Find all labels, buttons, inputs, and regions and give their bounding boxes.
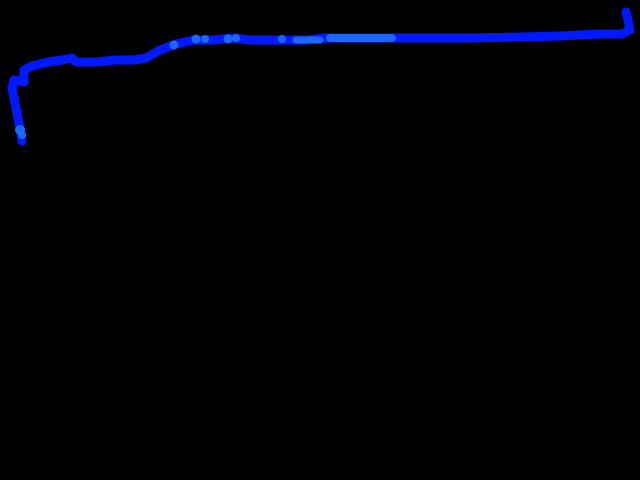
highlight-dot: [191, 34, 201, 44]
highlight-dot: [232, 34, 240, 42]
highlight-dot: [223, 34, 233, 44]
highlight-dot: [169, 40, 179, 50]
stroke-highlights: [15, 34, 396, 139]
highlight-dot: [201, 35, 209, 43]
highlight-dot: [278, 35, 286, 43]
highlight-dot: [18, 131, 26, 139]
drawn-path: [7, 7, 635, 146]
